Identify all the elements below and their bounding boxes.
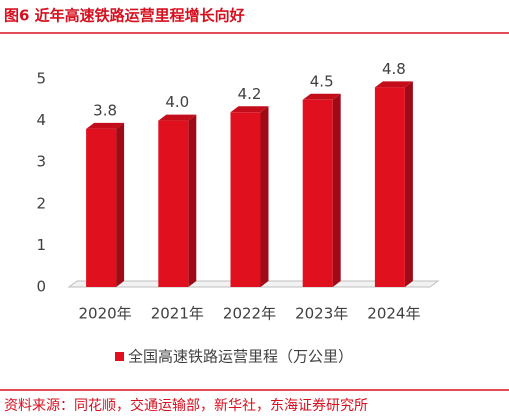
- legend-swatch: [115, 352, 124, 361]
- value-label: 4.2: [238, 85, 262, 103]
- bar: [158, 120, 189, 287]
- value-label: 4.0: [165, 93, 189, 111]
- legend-label: 全国高速铁路运营里程（万公里）: [128, 348, 353, 366]
- bar-side: [188, 114, 197, 287]
- bar: [302, 99, 333, 287]
- y-tick-label: 0: [36, 278, 46, 296]
- value-label: 3.8: [93, 101, 117, 119]
- y-tick-label: 4: [36, 111, 46, 129]
- bar-top: [302, 93, 341, 100]
- value-label: 4.8: [382, 60, 406, 78]
- bar-side: [332, 93, 341, 287]
- x-tick-label: 2022年: [223, 305, 276, 323]
- x-tick-label: 2020年: [79, 305, 132, 323]
- bar: [86, 128, 117, 287]
- chart-title: 图6 近年高速铁路运营里程增长向好: [4, 7, 245, 25]
- y-tick-label: 1: [36, 236, 46, 254]
- x-tick-label: 2023年: [295, 305, 348, 323]
- source: 资料来源：同花顺，交通运输部，新华社，东海证券研究所: [4, 397, 368, 414]
- bar: [230, 112, 261, 287]
- y-tick-label: 3: [36, 153, 46, 171]
- bar-side: [116, 122, 125, 287]
- x-tick-label: 2021年: [151, 305, 204, 323]
- value-label: 4.5: [310, 72, 334, 90]
- bar-top: [230, 106, 269, 113]
- bar-top: [158, 114, 197, 121]
- x-tick-label: 2024年: [367, 305, 420, 323]
- bar-top: [86, 122, 125, 129]
- y-tick-label: 2: [36, 194, 46, 212]
- bar: [374, 87, 405, 287]
- bar-top: [374, 81, 413, 88]
- bar-side: [260, 106, 269, 287]
- y-tick-label: 5: [36, 70, 46, 88]
- bar-side: [404, 81, 413, 287]
